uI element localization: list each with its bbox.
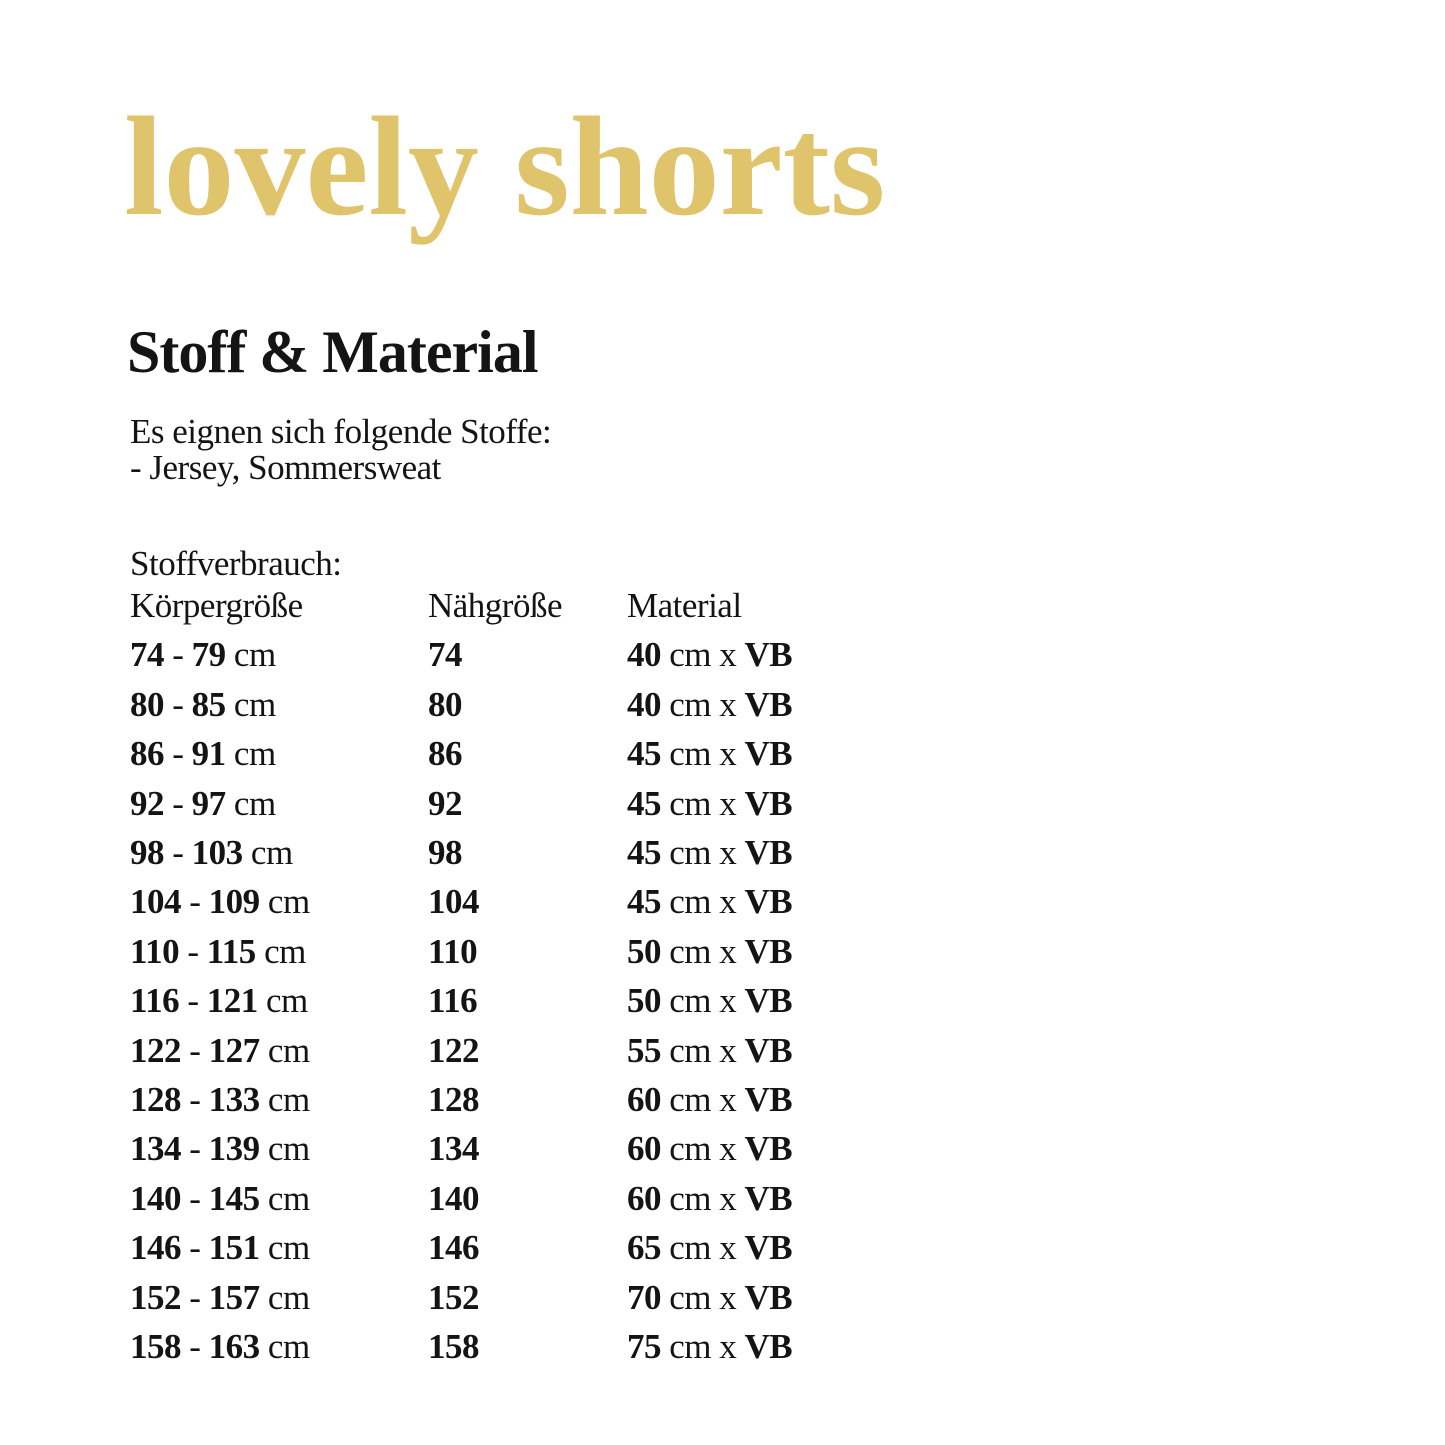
column-header-naehgroesse: Nähgröße bbox=[428, 586, 563, 625]
table-row: 158 - 163 cm 158 75 cm x VB bbox=[130, 1322, 793, 1371]
table-cell: 45 cm x VB bbox=[627, 882, 793, 922]
table-cell: 80 bbox=[428, 684, 463, 724]
table-cell: 146 - 151 cm bbox=[130, 1228, 310, 1268]
table-cell: 74 bbox=[428, 635, 463, 675]
table-cell: 158 - 163 cm bbox=[130, 1327, 310, 1367]
table-cell: 45 cm x VB bbox=[627, 783, 793, 823]
table-row: 140 - 145 cm 140 60 cm x VB bbox=[130, 1174, 793, 1223]
table-cell: 134 - 139 cm bbox=[130, 1129, 310, 1169]
table-cell: 98 - 103 cm bbox=[130, 833, 293, 873]
table-cell: 110 - 115 cm bbox=[130, 931, 306, 971]
table-cell: 146 bbox=[428, 1228, 480, 1268]
table-cell: 116 bbox=[428, 981, 478, 1021]
table-cell: 75 cm x VB bbox=[627, 1327, 793, 1367]
table-row: 110 - 115 cm 110 50 cm x VB bbox=[130, 927, 793, 976]
table-label: Stoffverbrauch: bbox=[130, 544, 342, 583]
intro-line-fabrics: Es eignen sich folgende Stoffe: bbox=[130, 412, 552, 451]
section-title: Stoff & Material bbox=[127, 319, 539, 385]
table-row: 116 - 121 cm 116 50 cm x VB bbox=[130, 976, 793, 1025]
table-row: 128 - 133 cm 128 60 cm x VB bbox=[130, 1075, 793, 1124]
table-cell: 65 cm x VB bbox=[627, 1228, 793, 1268]
table-cell: 110 bbox=[428, 931, 478, 971]
table-cell: 86 - 91 cm bbox=[130, 734, 276, 774]
column-header-material: Material bbox=[627, 586, 742, 625]
table-row: 80 - 85 cm 80 40 cm x VB bbox=[130, 680, 793, 729]
table-cell: 116 - 121 cm bbox=[130, 981, 308, 1021]
fabric-usage-table: Körpergröße Nähgröße Material 74 - 79 cm… bbox=[130, 581, 793, 1372]
table-cell: 122 - 127 cm bbox=[130, 1030, 310, 1070]
table-cell: 92 - 97 cm bbox=[130, 783, 276, 823]
table-cell: 74 - 79 cm bbox=[130, 635, 276, 675]
table-cell: 55 cm x VB bbox=[627, 1030, 793, 1070]
table-row: 104 - 109 cm 104 45 cm x VB bbox=[130, 877, 793, 926]
intro-text: Es eignen sich folgende Stoffe: - Jersey,… bbox=[130, 412, 552, 487]
table-cell: 50 cm x VB bbox=[627, 981, 793, 1021]
table-cell: 70 cm x VB bbox=[627, 1277, 793, 1317]
column-header-koerpergroesse: Körpergröße bbox=[130, 586, 303, 625]
table-row: 134 - 139 cm 134 60 cm x VB bbox=[130, 1124, 793, 1173]
table-row: 152 - 157 cm 152 70 cm x VB bbox=[130, 1273, 793, 1322]
table-row: 92 - 97 cm 92 45 cm x VB bbox=[130, 779, 793, 828]
table-cell: 158 bbox=[428, 1327, 480, 1367]
table-cell: 45 cm x VB bbox=[627, 734, 793, 774]
table-cell: 40 cm x VB bbox=[627, 684, 793, 724]
table-cell: 152 - 157 cm bbox=[130, 1277, 310, 1317]
table-cell: 104 bbox=[428, 882, 480, 922]
table-cell: 50 cm x VB bbox=[627, 931, 793, 971]
table-cell: 40 cm x VB bbox=[627, 635, 793, 675]
table-cell: 140 - 145 cm bbox=[130, 1178, 310, 1218]
table-row: 98 - 103 cm 98 45 cm x VB bbox=[130, 828, 793, 877]
table-cell: 98 bbox=[428, 833, 463, 873]
table-cell: 60 cm x VB bbox=[627, 1129, 793, 1169]
table-cell: 60 cm x VB bbox=[627, 1178, 793, 1218]
table-row: 74 - 79 cm 74 40 cm x VB bbox=[130, 630, 793, 679]
table-cell: 86 bbox=[428, 734, 463, 774]
table-cell: 92 bbox=[428, 783, 463, 823]
table-cell: 45 cm x VB bbox=[627, 833, 793, 873]
table-cell: 128 bbox=[428, 1080, 480, 1120]
table-cell: 140 bbox=[428, 1178, 480, 1218]
table-cell: 134 bbox=[428, 1129, 480, 1169]
table-row: 146 - 151 cm 146 65 cm x VB bbox=[130, 1223, 793, 1272]
table-cell: 104 - 109 cm bbox=[130, 882, 310, 922]
intro-line-fabric-list: - Jersey, Sommersweat bbox=[130, 448, 441, 487]
table-cell: 122 bbox=[428, 1030, 480, 1070]
table-cell: 128 - 133 cm bbox=[130, 1080, 310, 1120]
table-row: 122 - 127 cm 122 55 cm x VB bbox=[130, 1026, 793, 1075]
table-row: 86 - 91 cm 86 45 cm x VB bbox=[130, 729, 793, 778]
brand-title: lovely shorts bbox=[124, 87, 886, 245]
table-header-row: Körpergröße Nähgröße Material bbox=[130, 581, 792, 630]
table-cell: 80 - 85 cm bbox=[130, 684, 276, 724]
table-cell: 152 bbox=[428, 1277, 480, 1317]
table-cell: 60 cm x VB bbox=[627, 1080, 793, 1120]
